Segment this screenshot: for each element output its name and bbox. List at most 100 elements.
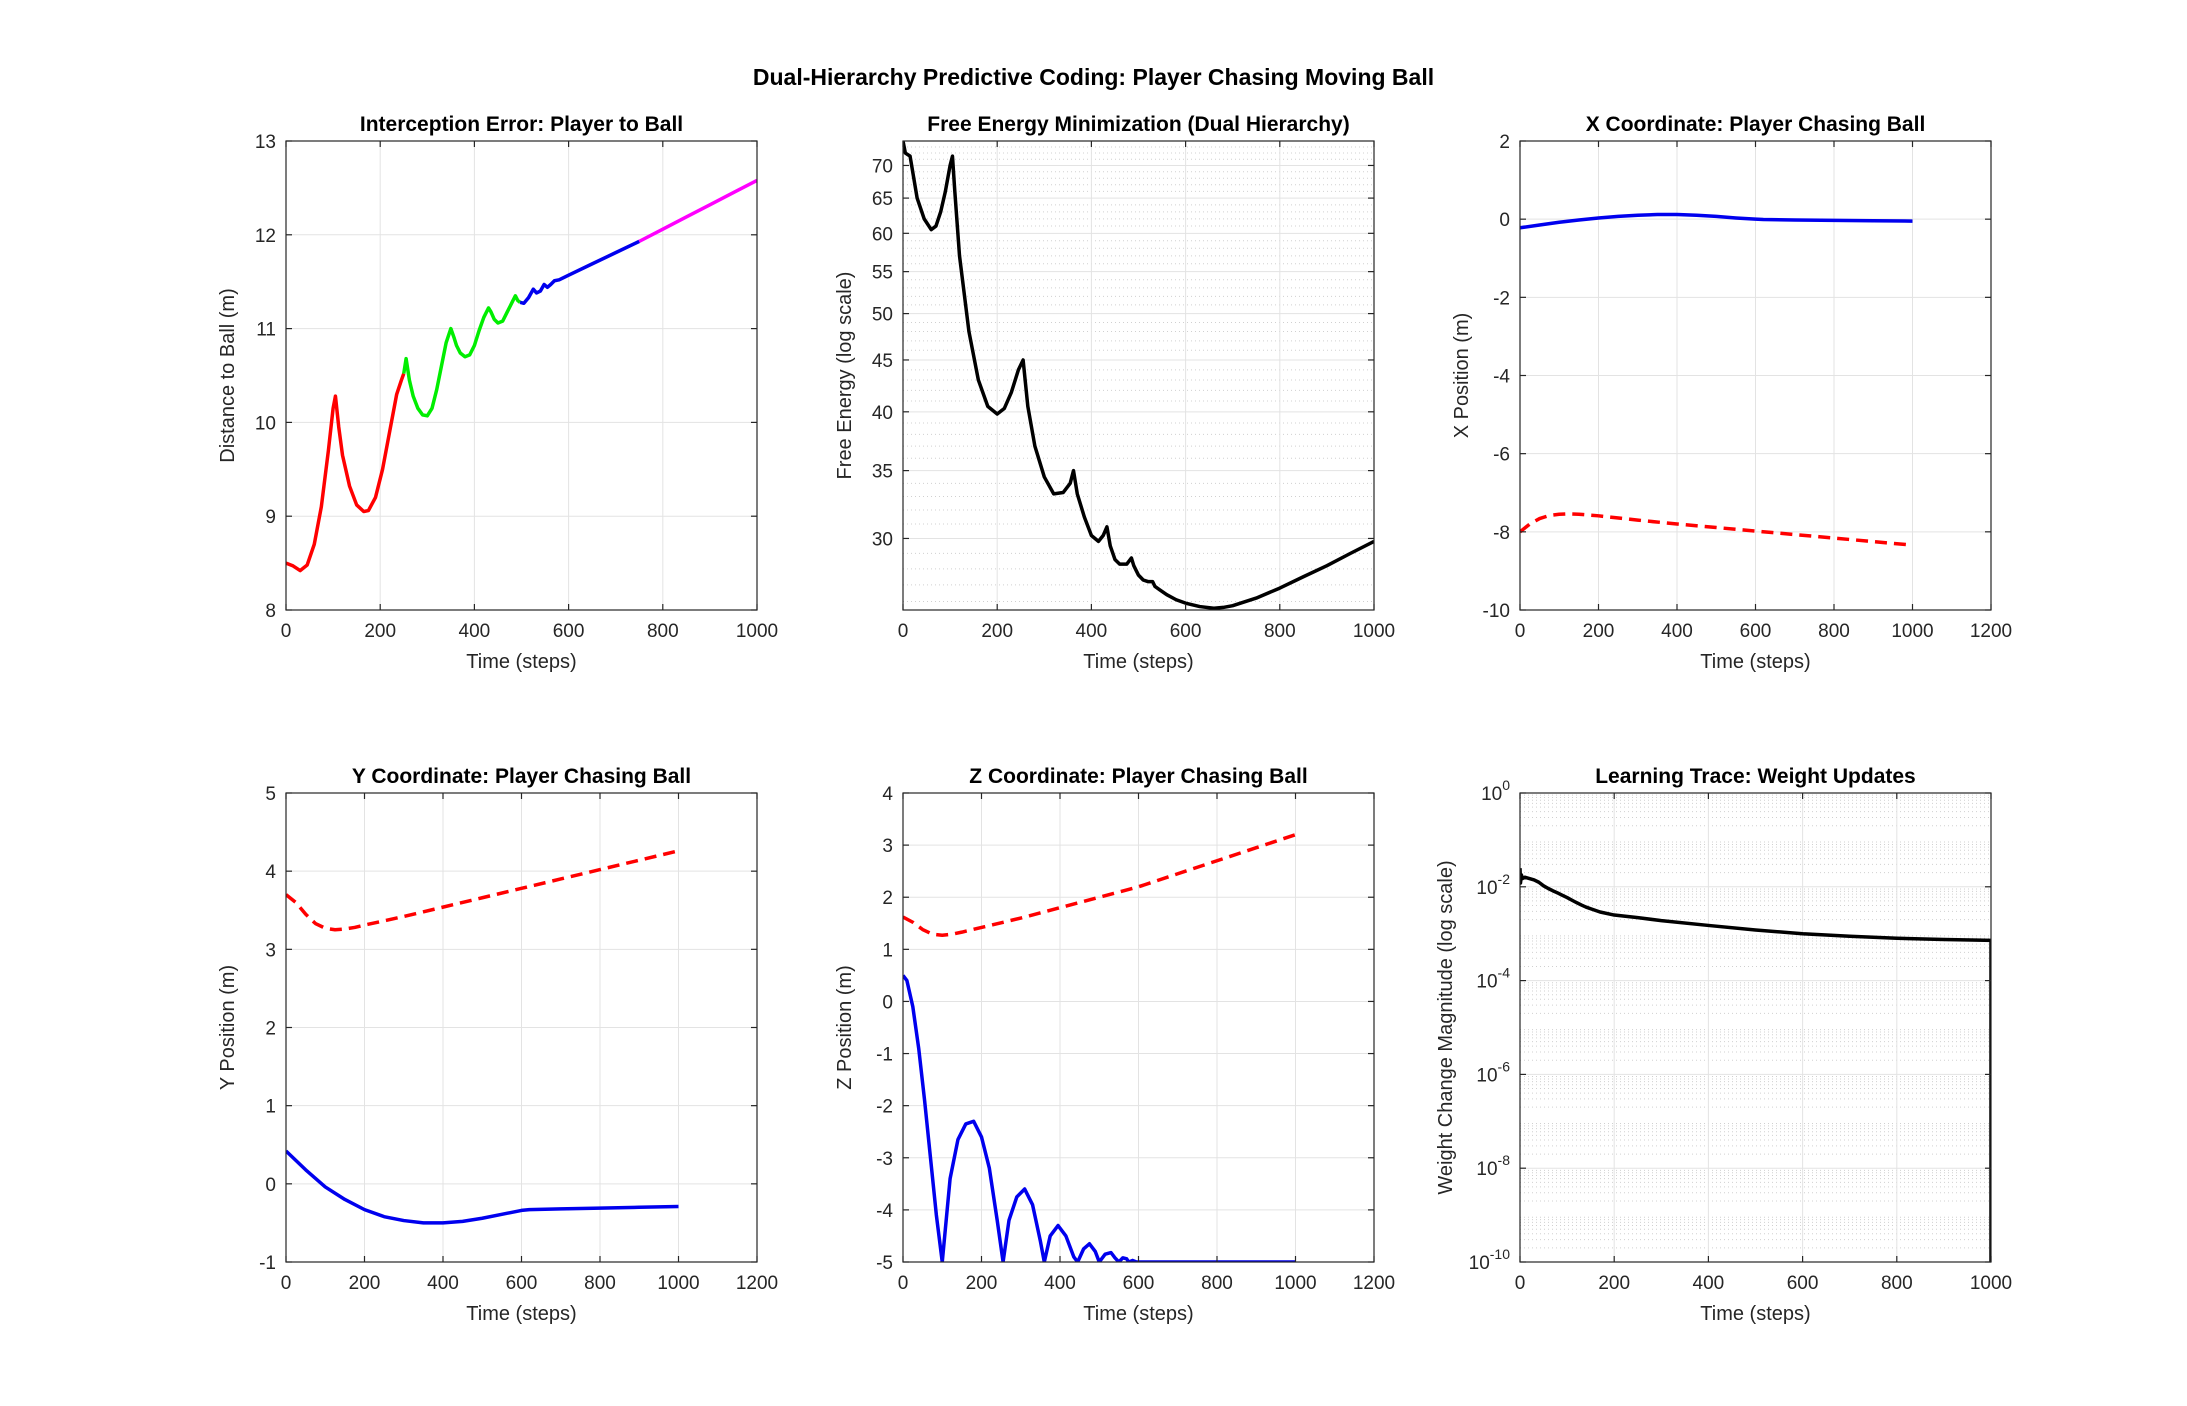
x-tick-label: 600: [1170, 621, 1202, 642]
y-axis-label: Z Position (m): [834, 965, 856, 1089]
x-tick-label: 1000: [1353, 621, 1395, 642]
x-tick-label: 1000: [657, 1273, 699, 1294]
y-tick-label: -3: [876, 1149, 893, 1170]
y-axis-label: Distance to Ball (m): [217, 288, 239, 463]
axes-box: [902, 140, 1375, 611]
series-group: [286, 849, 679, 1225]
subplot-learning-trace: 0 200 400 600 800 1000 10-10 10-8 10-6 10-4 10-2 10…: [1435, 765, 2012, 1325]
series-line-red: [903, 833, 1297, 938]
grid: [1519, 792, 1992, 1263]
x-axis-label: Time (steps): [466, 651, 576, 673]
y-tick-label: 70: [872, 156, 893, 177]
series-line-red: [286, 373, 406, 573]
y-tick-label: 11: [256, 320, 276, 341]
y-tick-label: 2: [265, 1019, 276, 1040]
y-tick-label: 12: [255, 226, 276, 247]
grid: [285, 140, 758, 611]
y-tick-label: 9: [265, 507, 276, 528]
series-line-black: [903, 141, 1374, 610]
y-tick-label: -2: [876, 1097, 893, 1118]
series-group: [1520, 212, 1913, 547]
x-tick-label: 400: [1693, 1273, 1725, 1294]
y-tick-label: -10: [1483, 601, 1510, 622]
series-line-red: [286, 849, 679, 932]
x-tick-label: 200: [1583, 621, 1615, 642]
y-tick-label: 2: [882, 888, 893, 909]
y-tick-label: 10-2: [1476, 871, 1510, 899]
x-tick-label: 800: [584, 1273, 616, 1294]
subplot-title: Y Coordinate: Player Chasing Ball: [352, 765, 691, 788]
y-tick-label: 13: [255, 132, 276, 153]
y-tick-label: 40: [872, 403, 893, 424]
subplot-title: Interception Error: Player to Ball: [360, 113, 683, 136]
x-tick-label: 800: [1818, 621, 1850, 642]
x-tick-label: 200: [349, 1273, 381, 1294]
x-tick-label: 0: [898, 621, 909, 642]
x-tick-label: 0: [281, 621, 292, 642]
x-axis-label: Time (steps): [466, 1303, 576, 1325]
y-axis-label: Free Energy (log scale): [834, 272, 856, 480]
y-tick-label: 4: [882, 784, 893, 805]
grid: [902, 141, 1375, 610]
subplot-title: Z Coordinate: Player Chasing Ball: [969, 765, 1307, 788]
subplot-title: Free Energy Minimization (Dual Hierarchy…: [927, 113, 1349, 136]
x-axis-label: Time (steps): [1083, 651, 1193, 673]
series-group: [903, 833, 1297, 1262]
series-line-red: [1520, 512, 1913, 547]
y-tick-label: 4: [265, 862, 276, 883]
x-tick-label: 800: [647, 621, 679, 642]
x-tick-label: 600: [553, 621, 585, 642]
series-line-magenta: [638, 178, 757, 243]
x-tick-label: 400: [1044, 1273, 1076, 1294]
y-axis-label: Weight Change Magnitude (log scale): [1435, 860, 1457, 1194]
y-tick-label: 45: [872, 351, 893, 372]
x-tick-label: 1200: [1353, 1273, 1395, 1294]
series-line-black: [1520, 868, 1991, 1262]
x-tick-label: 200: [981, 621, 1013, 642]
series-group: [1520, 868, 1991, 1262]
subplot-x-coordinate: 0 200 400 600 800 1000 1200 -10 -8 -6 -4 -2 0 2 X Coor…: [1451, 113, 2012, 673]
y-tick-label: -4: [876, 1201, 893, 1222]
x-tick-label: 400: [1661, 621, 1693, 642]
series-group: [286, 178, 757, 573]
x-axis-label: Time (steps): [1083, 1303, 1193, 1325]
subplot-title: Learning Trace: Weight Updates: [1595, 765, 1916, 788]
x-tick-label: 600: [506, 1273, 538, 1294]
x-tick-label: 0: [1515, 1273, 1526, 1294]
y-tick-label: 0: [1499, 210, 1510, 231]
y-tick-label: -6: [1493, 445, 1510, 466]
subplot-title: X Coordinate: Player Chasing Ball: [1586, 113, 1926, 136]
series-line-green: [402, 294, 522, 418]
axes-box: [1519, 792, 1992, 1263]
subplot-free-energy: 0 200 400 600 800 1000 30 35 40 45 50 55 60 65 70 Free …: [834, 113, 1395, 673]
y-tick-label: 65: [872, 189, 893, 210]
x-tick-label: 200: [364, 621, 396, 642]
series-line-blue: [286, 1149, 679, 1225]
y-tick-label: -1: [259, 1253, 276, 1274]
x-tick-label: 1000: [1891, 621, 1933, 642]
x-tick-label: 1000: [1970, 1273, 2012, 1294]
y-tick-label: 50: [872, 305, 893, 326]
y-tick-label: 60: [872, 224, 893, 245]
x-tick-label: 600: [1740, 621, 1772, 642]
x-tick-label: 200: [1598, 1273, 1630, 1294]
y-tick-label: 10-10: [1469, 1246, 1511, 1274]
y-tick-label: 3: [882, 836, 893, 857]
y-tick-label: -8: [1493, 523, 1510, 544]
y-tick-label: -5: [876, 1253, 893, 1274]
y-tick-label: 10-8: [1476, 1152, 1510, 1180]
y-tick-label: 30: [872, 529, 893, 550]
x-tick-label: 800: [1881, 1273, 1913, 1294]
y-tick-label: 100: [1481, 777, 1510, 805]
y-tick-label: 3: [265, 940, 276, 961]
x-axis-label: Time (steps): [1700, 1303, 1810, 1325]
y-tick-label: 0: [265, 1175, 276, 1196]
x-tick-label: 400: [427, 1273, 459, 1294]
grid: [1519, 140, 1992, 611]
y-tick-label: 0: [882, 992, 893, 1013]
series-line-blue: [903, 974, 1296, 1262]
minor-grid: [1520, 794, 1991, 1249]
x-tick-label: 0: [1515, 621, 1526, 642]
x-tick-label: 800: [1201, 1273, 1233, 1294]
